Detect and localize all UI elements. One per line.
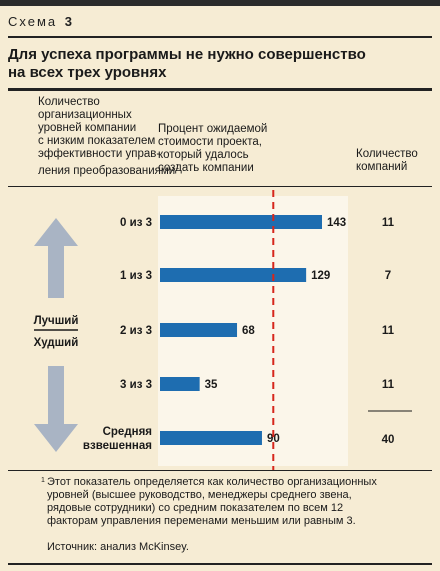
- category-label: 1 из 3: [120, 270, 152, 282]
- companies-count: 7: [385, 270, 391, 282]
- right-header-line: Количество: [356, 148, 418, 160]
- title-rule-top: [8, 36, 432, 38]
- left-header-line: с низким показателем: [38, 135, 156, 147]
- footnote-text: Этот показатель определяется как количес…: [47, 476, 377, 527]
- scheme-label: Схема 3: [8, 14, 72, 29]
- better-worse-arrow: Лучший Худший: [34, 218, 79, 452]
- value-label: 90: [267, 433, 280, 445]
- bars-group: 0 из 3 143 11 1 из 3 129 7 2 из 3 68 11 3 из 3 35 1…: [83, 215, 395, 452]
- right-column-header: Количество компаний: [356, 148, 432, 174]
- category-label: 0 из 3: [120, 217, 152, 229]
- value-label: 68: [242, 325, 255, 337]
- scheme-number: 3: [64, 14, 72, 29]
- bar: [160, 323, 238, 337]
- middle-column-header: Процент ожидаемой стоимости проекта, кот…: [158, 123, 288, 175]
- down-arrow-shape: [34, 366, 78, 452]
- title-line-2: на всех трех уровнях: [8, 64, 167, 81]
- left-header-line: уровней компании: [38, 122, 137, 134]
- top-bar: [0, 0, 440, 6]
- left-column-header: Количество организационных уровней компа…: [38, 96, 183, 178]
- companies-count: 11: [382, 379, 395, 391]
- left-header-line: Количество: [38, 96, 100, 108]
- title-rule-bottom: [8, 88, 432, 91]
- category-label: взвешенная: [83, 440, 152, 452]
- source-note: Источник: анализ McKinsey.: [47, 541, 189, 553]
- middle-header-line: создать компании: [158, 162, 254, 174]
- footnote-mark: 1: [41, 477, 45, 484]
- left-header-line: ления преобразованиями1: [38, 164, 180, 177]
- title-line-1: Для успеха программы не нужно совершенст…: [8, 46, 366, 63]
- category-label: 3 из 3: [120, 379, 152, 391]
- chart-title: Для успеха программы не нужно совершенст…: [8, 46, 432, 82]
- category-label: 2 из 3: [120, 325, 152, 337]
- companies-count: 11: [382, 325, 395, 337]
- better-label: Лучший: [34, 315, 79, 327]
- bar: [160, 215, 322, 229]
- left-header-line: эффективности управ-: [38, 148, 161, 160]
- bar: [160, 377, 200, 391]
- header-rule: [8, 186, 432, 187]
- bar: [160, 431, 262, 445]
- middle-header-line: который удалось: [158, 149, 249, 161]
- footnote: 1 Этот показатель определяется как колич…: [41, 476, 397, 528]
- worse-label: Худший: [34, 337, 79, 349]
- left-header-line: организационных: [38, 109, 132, 121]
- value-label: 35: [205, 379, 218, 391]
- companies-count: 40: [382, 434, 395, 446]
- value-label: 143: [327, 217, 346, 229]
- left-footnote-mark: 1: [175, 164, 180, 171]
- right-header-line: компаний: [356, 161, 408, 173]
- footnote-rule: [8, 470, 432, 471]
- middle-header-line: Процент ожидаемой: [158, 123, 268, 135]
- scheme-label-text: Схема: [8, 14, 58, 29]
- middle-header-line: стоимости проекта,: [158, 136, 262, 148]
- value-label: 129: [311, 270, 330, 282]
- bottom-rule: [8, 563, 432, 565]
- up-arrow-shape: [34, 218, 78, 298]
- companies-count: 11: [382, 217, 395, 229]
- bar: [160, 268, 307, 282]
- category-label: Средняя: [103, 426, 152, 438]
